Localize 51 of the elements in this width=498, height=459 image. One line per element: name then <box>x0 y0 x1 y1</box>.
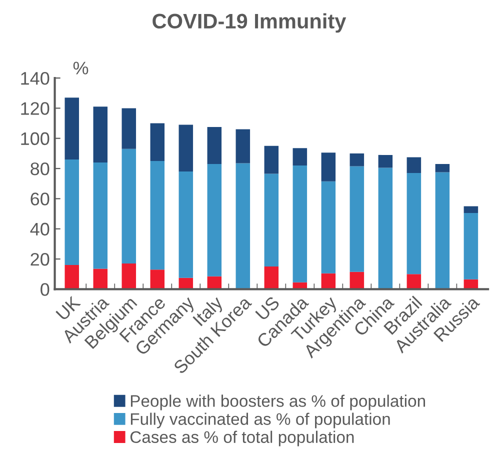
bar <box>150 123 165 161</box>
y-tick-label: 80 <box>30 162 50 176</box>
bar <box>150 160 165 270</box>
legend-label: Cases as % of total population <box>130 430 354 446</box>
y-tick-label: 60 <box>30 192 50 206</box>
bar <box>236 163 250 288</box>
bar <box>378 154 393 168</box>
bar <box>435 164 450 172</box>
bar <box>236 129 250 164</box>
bar <box>350 166 364 272</box>
bar <box>93 106 108 162</box>
bar <box>64 98 80 160</box>
bar <box>207 127 222 164</box>
bar <box>435 172 450 288</box>
y-axis-title: % <box>73 62 88 74</box>
bar <box>150 270 165 290</box>
bar <box>350 272 364 290</box>
bar <box>93 268 108 290</box>
bar <box>350 153 364 166</box>
bar <box>292 148 308 166</box>
y-tick-label: 100 <box>21 132 50 146</box>
chart-title: COVID-19 Immunity <box>152 13 346 33</box>
bar <box>321 273 336 290</box>
bar <box>464 213 478 280</box>
bar <box>207 164 222 276</box>
bar <box>406 274 422 290</box>
bar <box>64 159 80 266</box>
bar <box>264 146 279 174</box>
legend-label: People with boosters as % of population <box>130 394 426 410</box>
bar <box>464 206 478 214</box>
bar <box>264 266 279 290</box>
bar <box>64 265 80 290</box>
y-tick-label: 20 <box>30 252 50 266</box>
bar <box>264 174 279 267</box>
bar <box>178 172 194 278</box>
bar <box>378 168 393 290</box>
y-tick-label: 120 <box>21 102 50 115</box>
bar <box>406 157 422 174</box>
bar <box>122 148 136 264</box>
y-tick-label: 40 <box>30 222 50 236</box>
bar <box>122 264 136 290</box>
bar <box>321 181 336 274</box>
legend-label: Fully vaccinated as % of population <box>130 412 390 428</box>
bar <box>406 173 422 274</box>
bar <box>178 124 194 172</box>
bar <box>93 162 108 269</box>
y-tick-label: 0 <box>40 283 50 296</box>
y-tick-label: 140 <box>21 72 50 85</box>
bar <box>122 108 136 149</box>
bar <box>321 152 336 182</box>
bar <box>292 166 308 282</box>
